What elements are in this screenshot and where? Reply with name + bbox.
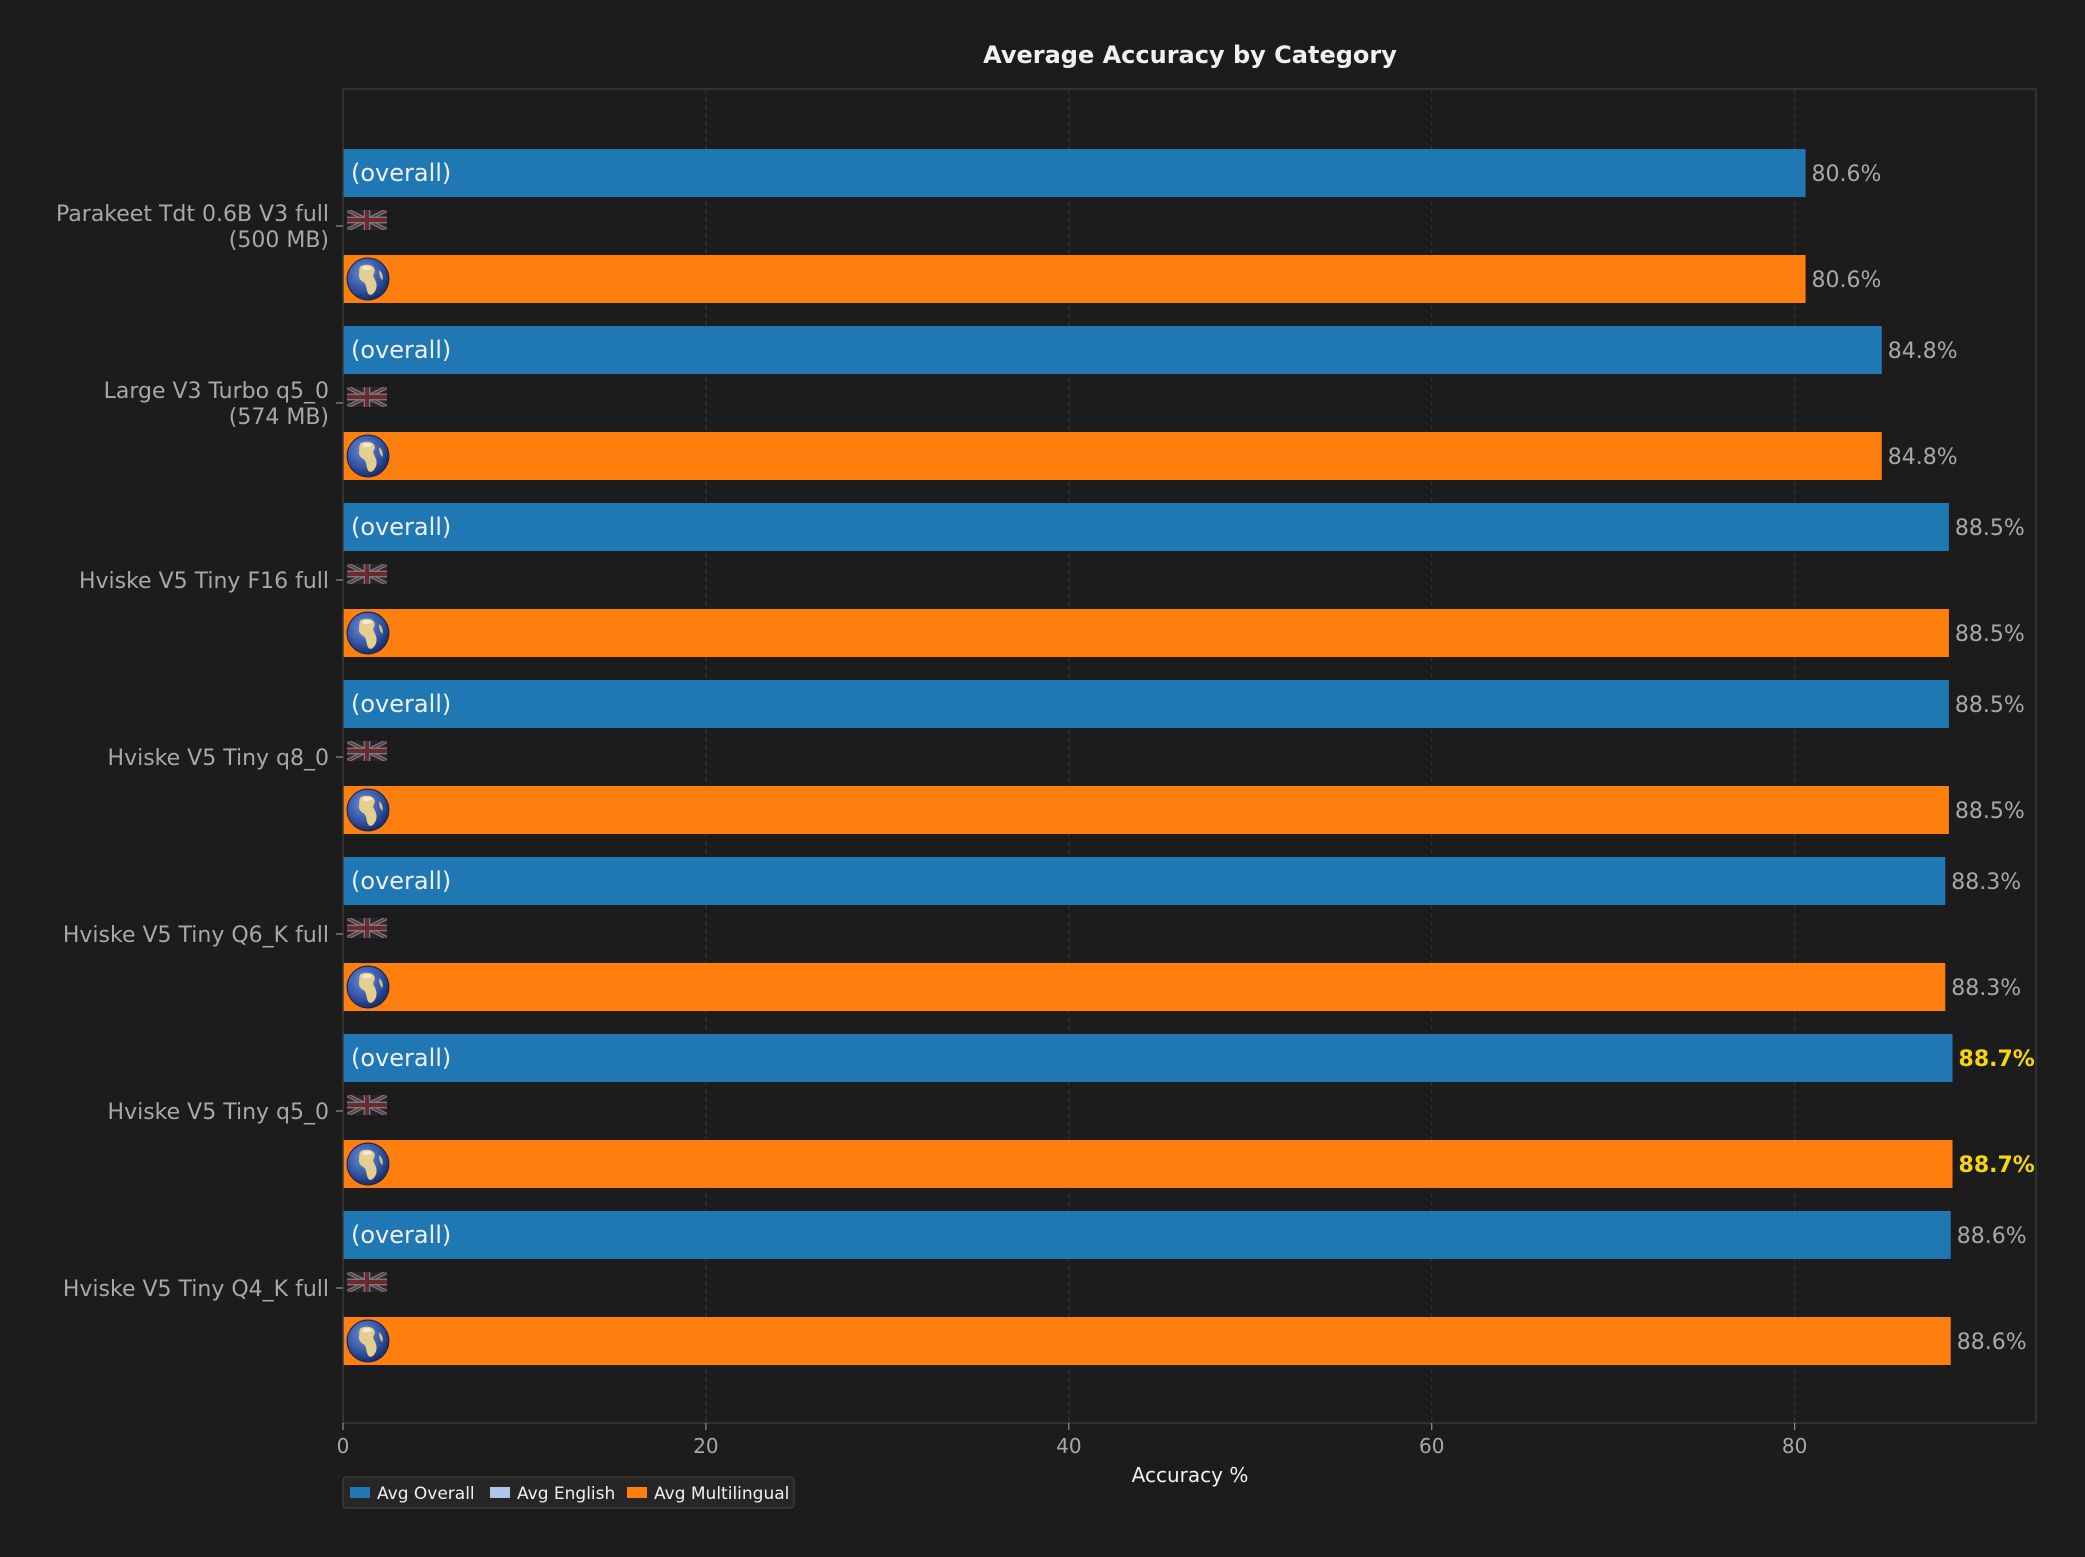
bar-avg-overall [343, 1211, 1951, 1259]
value-label-multilingual: 88.7% [1959, 1153, 2035, 1178]
axes-frame [342, 88, 2037, 1424]
value-label-multilingual: 88.6% [1957, 1330, 2027, 1355]
value-label-overall: 88.5% [1955, 516, 2025, 541]
x-tick-label: 80 [1782, 1434, 1807, 1458]
category-label-line: (574 MB) [229, 405, 329, 430]
globe-icon [346, 611, 390, 655]
x-axis-label: Accuracy % [1132, 1463, 1249, 1487]
category-label-line: Hviske V5 Tiny Q6_K full [63, 923, 329, 948]
category-label: Hviske V5 Tiny Q6_K full [63, 923, 329, 948]
bar-avg-overall [343, 149, 1806, 197]
category-label-line: (500 MB) [229, 228, 329, 253]
uk-flag-icon [347, 564, 387, 584]
bar-groups: (overall) 80.6% 80.6% (overall) 84.8% 84.8% (o… [343, 149, 2035, 1365]
x-tick-label: 60 [1419, 1434, 1444, 1458]
bar-avg-overall [343, 503, 1949, 551]
legend-label: Avg Overall [377, 1484, 475, 1504]
bar-avg-multilingual [343, 255, 1806, 303]
bar-inner-label-overall: (overall) [351, 690, 451, 718]
category-label: Hviske V5 Tiny q8_0 [108, 746, 329, 771]
value-label-overall: 88.3% [1951, 870, 2021, 895]
globe-icon [346, 1319, 390, 1363]
uk-flag-icon [347, 918, 387, 938]
x-tick-label: 0 [337, 1434, 350, 1458]
bar-avg-overall [343, 326, 1882, 374]
bar-avg-multilingual [343, 963, 1946, 1011]
bar-avg-overall [343, 857, 1946, 905]
legend-swatch [350, 1487, 370, 1498]
bar-inner-label-overall: (overall) [351, 867, 451, 895]
category-label: Hviske V5 Tiny Q4_K full [63, 1277, 329, 1302]
x-tick-label: 40 [1056, 1434, 1081, 1458]
globe-icon [346, 257, 390, 301]
category-label-line: Large V3 Turbo q5_0 [104, 379, 329, 404]
uk-flag-icon [347, 1095, 387, 1115]
uk-flag-icon [347, 387, 387, 407]
axes-border [342, 88, 2037, 1424]
legend: Avg Overall Avg English Avg Multilingual [342, 1476, 795, 1509]
uk-flag-icon [347, 210, 387, 230]
legend-swatch [627, 1487, 647, 1498]
chart-title: Average Accuracy by Category [983, 41, 1397, 69]
value-label-multilingual: 80.6% [1812, 268, 1882, 293]
value-label-overall: 80.6% [1812, 162, 1882, 187]
legend-swatch [490, 1487, 510, 1498]
bar-inner-label-overall: (overall) [351, 1044, 451, 1072]
uk-flag-icon [347, 1272, 387, 1292]
bar-inner-label-overall: (overall) [351, 159, 451, 187]
bar-avg-multilingual [343, 786, 1949, 834]
value-label-multilingual: 88.5% [1955, 622, 2025, 647]
value-label-overall: 88.5% [1955, 693, 2025, 718]
bar-avg-multilingual [343, 432, 1882, 480]
value-label-multilingual: 88.3% [1951, 976, 2021, 1001]
legend-box [342, 1476, 795, 1509]
legend-label: Avg Multilingual [654, 1484, 789, 1504]
bar-avg-overall [343, 1034, 1953, 1082]
x-axis-ticks: 0 20 40 60 80 [337, 1423, 1807, 1458]
globe-icon [346, 434, 390, 478]
bar-avg-multilingual [343, 1317, 1951, 1365]
value-label-overall: 84.8% [1888, 339, 1958, 364]
value-label-multilingual: 84.8% [1888, 445, 1958, 470]
globe-icon [346, 788, 390, 832]
globe-icon [346, 965, 390, 1009]
value-label-multilingual: 88.5% [1955, 799, 2025, 824]
bar-inner-label-overall: (overall) [351, 336, 451, 364]
bar-avg-multilingual [343, 1140, 1953, 1188]
category-label: Parakeet Tdt 0.6B V3 full (500 MB) [56, 202, 329, 253]
category-label-line: Hviske V5 Tiny q5_0 [108, 1100, 329, 1125]
x-tick-label: 20 [693, 1434, 718, 1458]
bar-inner-label-overall: (overall) [351, 1221, 451, 1249]
category-label: Large V3 Turbo q5_0 (574 MB) [104, 379, 329, 430]
category-label-line: Hviske V5 Tiny q8_0 [108, 746, 329, 771]
category-label-line: Hviske V5 Tiny Q4_K full [63, 1277, 329, 1302]
category-label: Hviske V5 Tiny q5_0 [108, 1100, 329, 1125]
category-label-line: Hviske V5 Tiny F16 full [79, 569, 329, 594]
uk-flag-icon [347, 741, 387, 761]
globe-icon [346, 1142, 390, 1186]
y-axis-category-labels: Parakeet Tdt 0.6B V3 full (500 MB) Large V… [56, 202, 343, 1302]
legend-label: Avg English [517, 1484, 615, 1504]
category-label-line: Parakeet Tdt 0.6B V3 full [56, 202, 329, 227]
value-label-overall: 88.6% [1957, 1224, 2027, 1249]
value-label-overall: 88.7% [1959, 1047, 2035, 1072]
bar-avg-multilingual [343, 609, 1949, 657]
bar-inner-label-overall: (overall) [351, 513, 451, 541]
bar-avg-overall [343, 680, 1949, 728]
category-label: Hviske V5 Tiny F16 full [79, 569, 329, 594]
